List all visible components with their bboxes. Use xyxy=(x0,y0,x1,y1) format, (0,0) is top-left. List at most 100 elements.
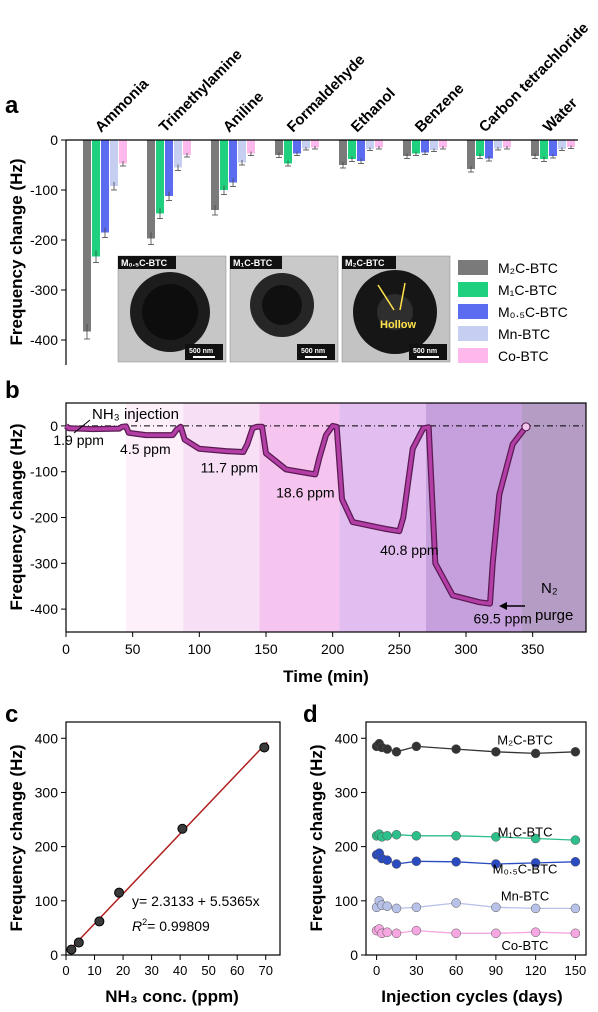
sem-label-m2c: M₂C-BTC xyxy=(345,258,385,268)
series-point xyxy=(451,744,461,754)
series-point xyxy=(451,831,461,841)
panel-a-legend: M₂C-BTC M₁C-BTC M₀.₅C-BTC Mn-BTC Co-BTC xyxy=(458,260,568,364)
series-label: Co-BTC xyxy=(502,938,549,953)
x-axis-label: NH₃ conc. (ppm) xyxy=(105,987,238,1006)
x-tick-label: 60 xyxy=(230,963,244,978)
bar xyxy=(357,140,365,161)
category-label: Water xyxy=(540,95,581,136)
bar xyxy=(183,140,191,155)
bar xyxy=(156,140,164,214)
y-tick-label: 0 xyxy=(50,418,58,434)
concentration-label: 18.6 ppm xyxy=(276,485,334,501)
series-point xyxy=(491,902,501,913)
time-band xyxy=(66,403,126,632)
y-tick-label: -100 xyxy=(30,464,58,480)
bar xyxy=(238,140,246,163)
x-tick-label: 60 xyxy=(449,963,463,978)
legend-swatch xyxy=(458,282,488,297)
bar xyxy=(339,140,347,165)
bar xyxy=(311,140,319,148)
series-point xyxy=(411,741,422,752)
y-tick-label: 0 xyxy=(350,947,358,963)
series-point xyxy=(382,927,392,937)
y-tick-label: 200 xyxy=(35,839,59,855)
bar xyxy=(503,140,511,148)
fit-equation: y= 2.3133 + 5.5365x xyxy=(132,893,260,909)
series-point xyxy=(530,833,541,844)
series-label: M₁C-BTC xyxy=(498,824,553,839)
panel-d-axes: 0 30 60 90 120 150 0 100 200 300 400 Injection cycl… xyxy=(307,721,587,1006)
bar xyxy=(412,140,420,154)
y-tick-label: 400 xyxy=(35,730,59,746)
hollow-annotation: Hollow xyxy=(380,319,416,331)
legend-label: M₀.₅C-BTC xyxy=(498,304,568,320)
category-label: Carbon tetrachloride xyxy=(476,19,592,135)
x-tick-label: 250 xyxy=(388,641,412,657)
sem-particle-m05c xyxy=(130,272,210,352)
series-point xyxy=(391,903,402,914)
data-point xyxy=(94,916,105,927)
x-tick-label: 40 xyxy=(173,963,187,978)
series-point xyxy=(391,859,402,869)
x-tick-label: 10 xyxy=(87,963,101,978)
series-point xyxy=(391,928,402,939)
series-point xyxy=(570,857,581,867)
y-axis-label: Frequency change (Hz) xyxy=(307,744,326,931)
sem-particle-m2c xyxy=(353,270,437,354)
x-tick-label: 70 xyxy=(258,963,272,978)
series-point xyxy=(382,831,392,841)
series-point xyxy=(411,925,422,936)
response-line xyxy=(64,424,528,606)
sem-label-box xyxy=(230,256,282,269)
time-band xyxy=(426,403,522,632)
legend-label: M₂C-BTC xyxy=(498,260,558,276)
bar xyxy=(147,140,155,239)
series-point xyxy=(411,856,422,867)
series-point xyxy=(491,859,501,869)
x-axis-label: Time (min) xyxy=(283,667,369,686)
x-tick-label: 300 xyxy=(454,641,478,657)
n2-label: N₂ xyxy=(541,580,558,597)
legend-swatch xyxy=(458,348,488,363)
series-point xyxy=(451,857,461,867)
y-tick-label: -200 xyxy=(30,510,58,526)
x-tick-label: 0 xyxy=(373,963,380,978)
x-tick-label: 200 xyxy=(321,641,345,657)
series-point xyxy=(391,747,402,757)
category-label: Benzene xyxy=(412,80,468,136)
x-axis-label: Injection cycles (days) xyxy=(381,987,562,1006)
bar xyxy=(467,140,475,169)
bar xyxy=(220,140,228,190)
panel-b-concentration-labels: 1.9 ppm 4.5 ppm 11.7 ppm 18.6 ppm 40.8 ppm 69… xyxy=(53,432,531,627)
x-tick-label: 100 xyxy=(188,641,212,657)
data-point xyxy=(177,823,188,834)
y-tick-label: -400 xyxy=(30,601,58,617)
panel-letter-d: d xyxy=(303,701,318,728)
legend-swatch xyxy=(458,260,488,275)
series-point xyxy=(491,832,501,842)
bar xyxy=(174,140,182,168)
time-band xyxy=(126,403,184,632)
panel-c-points xyxy=(66,742,270,955)
bar xyxy=(110,140,118,186)
concentration-label: 4.5 ppm xyxy=(120,441,171,457)
data-point xyxy=(66,944,77,955)
y-tick-label: 400 xyxy=(335,730,359,746)
bar xyxy=(540,140,548,159)
series-point xyxy=(451,928,461,939)
y-tick-label: -300 xyxy=(30,282,58,298)
x-tick-label: 120 xyxy=(525,963,547,978)
category-label: Ethanol xyxy=(348,85,399,136)
x-tick-label: 50 xyxy=(201,963,215,978)
series-point xyxy=(491,747,501,757)
panel-letter-b: b xyxy=(5,377,20,404)
series-point xyxy=(411,831,422,841)
x-tick-label: 50 xyxy=(125,641,141,657)
data-point xyxy=(259,742,270,753)
category-label: Aniline xyxy=(220,88,267,135)
bar xyxy=(439,140,447,148)
series-point xyxy=(570,835,581,845)
y-axis-label: Frequency change (Hz) xyxy=(7,423,26,610)
